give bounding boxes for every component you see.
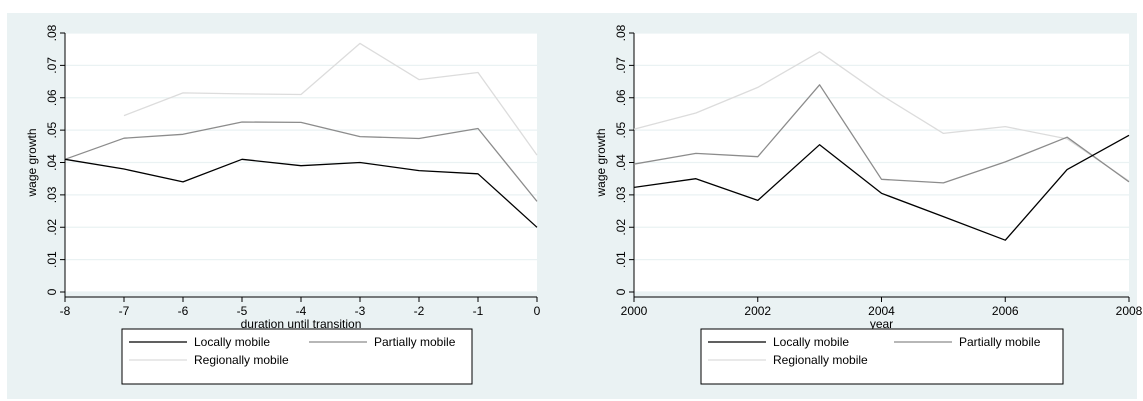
x-axis-label: duration until transition — [241, 317, 362, 331]
y-tick-label: .05 — [45, 121, 59, 138]
x-tick-label: -6 — [178, 304, 189, 318]
x-tick-label: 2006 — [992, 304, 1019, 318]
x-tick-label: -4 — [296, 304, 307, 318]
y-tick-label: .02 — [45, 219, 59, 236]
series-line-regionally-mobile — [123, 42, 538, 156]
chart-panel-year: 0 .01 .02 .03 .04 .05 .06 .07 .08 2000 2002 2004 200… — [571, 13, 1143, 399]
y-tick-label: .05 — [614, 121, 628, 138]
y-axis-label: wage growth — [594, 128, 608, 197]
y-tick-label: .07 — [45, 57, 59, 74]
chart-year: 0 .01 .02 .03 .04 .05 .06 .07 .08 2000 2002 2004 200… — [594, 24, 1143, 385]
y-tick-label: .04 — [614, 154, 628, 171]
y-tick-label: .03 — [614, 186, 628, 203]
x-tick-label: -2 — [414, 304, 425, 318]
x-tick-label: 2002 — [744, 304, 771, 318]
legend-label: Partially mobile — [959, 335, 1041, 349]
chart-duration-until-transition: 0 .01 .02 .03 .04 .05 .06 .07 .08 -8 -7 -6 -5 -4 -3 -2 -… — [25, 24, 541, 385]
x-tick-label: -5 — [237, 304, 248, 318]
y-tick-label: .01 — [45, 251, 59, 268]
x-tick-label: -7 — [119, 304, 130, 318]
x-tick-label: 2004 — [868, 304, 895, 318]
legend-label: Partially mobile — [374, 335, 456, 349]
x-tick-label: -8 — [60, 304, 71, 318]
chart-panel-duration: 0 .01 .02 .03 .04 .05 .06 .07 .08 -8 -7 -6 -5 -4 -3 -2 -… — [7, 13, 573, 399]
y-tick-label: .04 — [45, 154, 59, 171]
legend-label: Locally mobile — [773, 335, 849, 349]
y-tick-label: .02 — [614, 219, 628, 236]
series-line-locally-mobile — [633, 134, 1130, 241]
series-line-regionally-mobile — [633, 51, 1130, 182]
y-tick-label: .08 — [614, 24, 628, 41]
series-line-locally-mobile — [64, 158, 538, 228]
y-tick-label: .07 — [614, 57, 628, 74]
series-line-partially-mobile — [633, 84, 1130, 184]
legend-label: Regionally mobile — [773, 353, 868, 367]
legend-label: Regionally mobile — [194, 353, 289, 367]
x-axis-label: year — [870, 317, 893, 331]
series-line-partially-mobile — [64, 121, 538, 202]
y-tick-label: .03 — [45, 186, 59, 203]
y-tick-label: .01 — [614, 251, 628, 268]
x-tick-label: 2000 — [621, 304, 648, 318]
legend-label: Locally mobile — [194, 335, 270, 349]
y-tick-label: .06 — [45, 89, 59, 106]
y-tick-label: 0 — [45, 288, 59, 295]
y-tick-label: 0 — [614, 288, 628, 295]
x-tick-label: 0 — [534, 304, 541, 318]
y-tick-label: .06 — [614, 89, 628, 106]
x-tick-label: -1 — [473, 304, 484, 318]
x-tick-label: -3 — [355, 304, 366, 318]
legend — [700, 328, 1064, 385]
y-axis-label: wage growth — [25, 128, 39, 197]
x-tick-label: 2008 — [1116, 304, 1143, 318]
legend — [121, 328, 473, 385]
y-tick-label: .08 — [45, 24, 59, 41]
